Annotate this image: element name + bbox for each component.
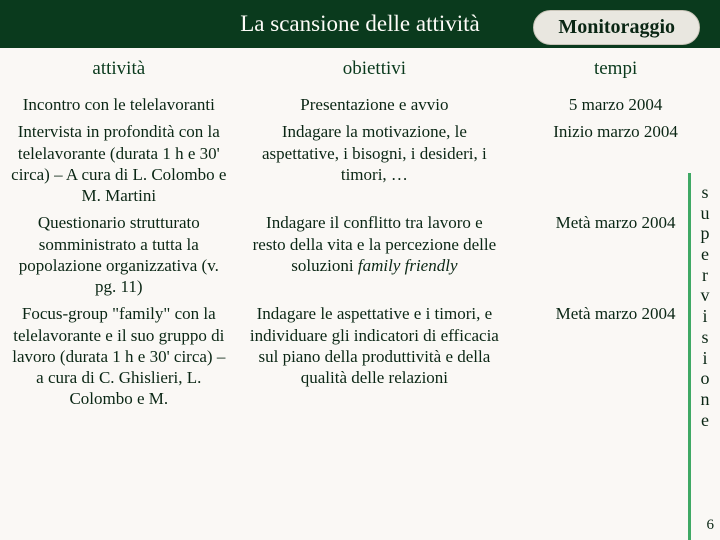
title-bar: La scansione delle attività Monitoraggio: [0, 0, 720, 48]
cell-activity: Incontro con le telelavoranti: [0, 92, 238, 119]
monitoring-badge: Monitoraggio: [533, 10, 700, 45]
col-header-activity: attività: [0, 48, 238, 92]
supervision-bar: [688, 173, 691, 540]
table-header-row: attività obiettivi tempi: [0, 48, 720, 92]
page-number: 6: [707, 517, 715, 534]
table-wrap: attività obiettivi tempi Incontro con le…: [0, 48, 720, 538]
slide-title: La scansione delle attività: [240, 11, 480, 37]
table-body: Incontro con le telelavoranti Presentazi…: [0, 92, 720, 414]
cell-objective: Indagare la motivazione, le aspettative,…: [238, 119, 512, 210]
cell-activity: Focus-group "family" con la telelavorant…: [0, 301, 238, 413]
table-row: Incontro con le telelavoranti Presentazi…: [0, 92, 720, 119]
col-header-timing: tempi: [511, 48, 720, 92]
slide: La scansione delle attività Monitoraggio…: [0, 0, 720, 540]
table-row: Intervista in profondità con la telelavo…: [0, 119, 720, 210]
cell-objective: Indagare il conflitto tra lavoro e resto…: [238, 210, 512, 301]
table-row: Focus-group "family" con la telelavorant…: [0, 301, 720, 413]
supervision-label: supervisione: [698, 182, 712, 430]
cell-activity: Intervista in profondità con la telelavo…: [0, 119, 238, 210]
col-header-objectives: obiettivi: [238, 48, 512, 92]
activities-table: attività obiettivi tempi Incontro con le…: [0, 48, 720, 414]
cell-objective: Presentazione e avvio: [238, 92, 512, 119]
cell-activity: Questionario strutturato somministrato a…: [0, 210, 238, 301]
cell-timing: 5 marzo 2004: [511, 92, 720, 119]
cell-objective: Indagare le aspettative e i timori, e in…: [238, 301, 512, 413]
table-row: Questionario strutturato somministrato a…: [0, 210, 720, 301]
